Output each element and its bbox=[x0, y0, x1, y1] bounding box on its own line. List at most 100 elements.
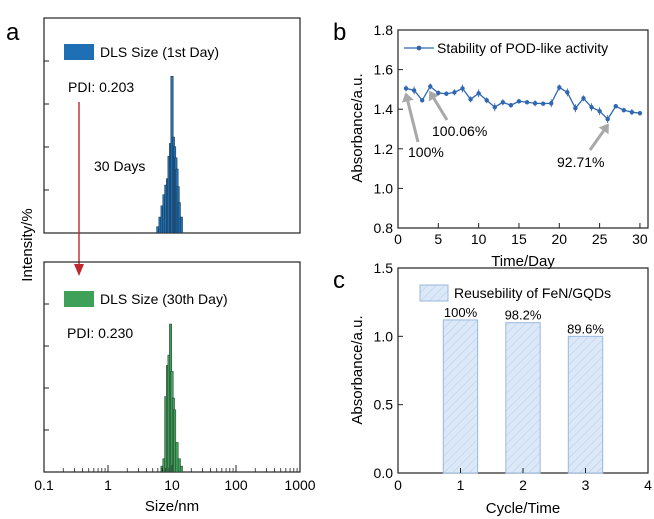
x-tick-label: 30 bbox=[632, 231, 648, 247]
data-point bbox=[403, 86, 409, 91]
panel-a-top-bars bbox=[156, 75, 183, 234]
data-point bbox=[436, 90, 441, 96]
data-point bbox=[557, 85, 562, 90]
annotation-label: 100% bbox=[408, 144, 444, 160]
dls-day30-bar bbox=[179, 465, 183, 473]
reuse-bar-label: 100% bbox=[444, 305, 478, 320]
panel-b-annotation-arrows bbox=[401, 90, 609, 151]
dls-day30-bar bbox=[173, 409, 177, 473]
x-tick-label: 4 bbox=[644, 477, 652, 493]
reuse-bar bbox=[567, 335, 604, 474]
reuse-bar-label: 89.6% bbox=[567, 321, 604, 336]
panel-a-top: DLS Size (1st Day) PDI: 0.203 30 Days bbox=[43, 17, 301, 234]
pdi-day1: PDI: 0.203 bbox=[68, 79, 134, 95]
data-point bbox=[532, 101, 538, 106]
x-tick-label: 1 bbox=[457, 477, 465, 493]
panel-b-series bbox=[403, 83, 643, 124]
data-point bbox=[540, 101, 546, 106]
reuse-bar bbox=[442, 319, 479, 474]
legend-label-day1: DLS Size (1st Day) bbox=[100, 44, 219, 60]
panel-c: 100% 98.2% 89.6% 0 1 2 3 4 0.0 0.5 1.0 1.5 Reusebi… bbox=[349, 260, 652, 517]
data-point bbox=[508, 103, 514, 108]
day-transition-arrow bbox=[74, 102, 84, 276]
y-tick-label: 1.0 bbox=[374, 328, 394, 344]
data-point bbox=[452, 90, 457, 95]
data-point bbox=[621, 107, 627, 113]
data-point bbox=[524, 100, 530, 105]
data-point bbox=[613, 104, 618, 109]
x-tick-label: 10 bbox=[471, 231, 487, 247]
x-tick-label: 1 bbox=[104, 477, 112, 493]
stability-line bbox=[405, 85, 641, 121]
data-point bbox=[549, 101, 554, 106]
panel-b-annotations: 100% 100.06% 92.71% bbox=[408, 123, 604, 170]
panel-b-frame bbox=[397, 29, 649, 229]
annotation-label: 100.06% bbox=[432, 123, 487, 139]
data-point bbox=[629, 109, 635, 115]
y-tick-label: 1.8 bbox=[374, 22, 394, 38]
y-tick-label: 0.5 bbox=[374, 397, 394, 413]
data-point bbox=[419, 98, 425, 103]
x-tick-label: 1000 bbox=[284, 477, 315, 493]
x-tick-label: 5 bbox=[434, 231, 442, 247]
annotation-arrowhead bbox=[401, 92, 414, 103]
panel-b: 0 5 10 15 20 25 30 0.8 1.0 1.2 1.4 1.6 1.8 Stability… bbox=[349, 22, 649, 270]
panel-c-ticks: 0 1 2 3 4 0.0 0.5 1.0 1.5 bbox=[374, 260, 653, 493]
panel-label-c: c bbox=[333, 267, 345, 294]
data-point bbox=[492, 105, 497, 110]
panel-a-bottom: 0.1 1 10 100 1000 DLS Size (30th Day) PDI: 0… bbox=[19, 208, 316, 515]
x-tick-label: 15 bbox=[511, 231, 527, 247]
annotation-arrowhead bbox=[428, 90, 440, 102]
panel-b-ticks: 0 5 10 15 20 25 30 0.8 1.0 1.2 1.4 1.6 1.8 bbox=[374, 22, 648, 247]
x-tick-label: 0 bbox=[394, 231, 402, 247]
panel-a-bottom-bars bbox=[160, 323, 183, 473]
dls-day1-bar bbox=[179, 216, 183, 234]
legend-label-day30: DLS Size (30th Day) bbox=[100, 291, 228, 307]
data-point bbox=[444, 91, 449, 96]
data-point bbox=[581, 96, 586, 101]
panel-c-ylabel: Absorbance/a.u. bbox=[349, 315, 366, 424]
panel-c-legend: Reusebility of FeN/GQDs bbox=[419, 284, 611, 302]
panel-b-xlabel: Time/Day bbox=[491, 253, 555, 270]
panel-label-b: b bbox=[333, 19, 346, 46]
y-tick-label: 0.0 bbox=[374, 465, 394, 481]
x-tick-label: 3 bbox=[582, 477, 590, 493]
legend-swatch-day30 bbox=[64, 291, 94, 307]
dls-day30-bar bbox=[177, 458, 181, 473]
pdi-day30: PDI: 0.230 bbox=[67, 325, 133, 341]
reuse-bar-label: 98.2% bbox=[505, 308, 542, 323]
annotation-arrow bbox=[404, 94, 420, 143]
panel-b-legend: Stability of POD-like activity bbox=[404, 40, 608, 56]
annotation-label: 92.71% bbox=[557, 154, 604, 170]
y-tick-label: 0.8 bbox=[374, 220, 394, 236]
panel-a-bottom-xticks: 0.1 1 10 100 1000 bbox=[34, 465, 316, 493]
data-point bbox=[516, 99, 522, 104]
y-tick-label: 1.5 bbox=[374, 260, 394, 276]
panel-c-legend-label: Reusebility of FeN/GQDs bbox=[454, 285, 611, 301]
data-point bbox=[597, 108, 602, 114]
data-point bbox=[589, 105, 594, 110]
y-tick-label: 1.4 bbox=[374, 101, 394, 117]
y-tick-label: 1.0 bbox=[374, 180, 394, 196]
x-tick-label: 20 bbox=[552, 231, 568, 247]
data-point bbox=[500, 100, 506, 105]
data-point bbox=[605, 116, 610, 122]
y-tick-label: 1.2 bbox=[374, 141, 394, 157]
data-point bbox=[460, 86, 465, 91]
dls-day30-bar bbox=[175, 442, 179, 473]
x-tick-label: 0 bbox=[394, 477, 402, 493]
panel-a-bottom-yticks bbox=[44, 303, 49, 431]
data-point bbox=[637, 110, 643, 116]
panel-a-top-yticks bbox=[44, 60, 49, 191]
panel-b-ylabel: Absorbance/a.u. bbox=[349, 73, 366, 182]
annotation-arrowhead bbox=[598, 123, 609, 135]
y-tick-label: 1.6 bbox=[374, 62, 394, 78]
data-point bbox=[573, 106, 578, 111]
x-tick-label: 100 bbox=[224, 477, 248, 493]
data-point bbox=[411, 88, 417, 93]
panel-b-legend-label: Stability of POD-like activity bbox=[437, 40, 608, 56]
panel-label-a: a bbox=[6, 19, 20, 46]
days-label: 30 Days bbox=[94, 158, 145, 174]
data-point bbox=[565, 90, 570, 95]
